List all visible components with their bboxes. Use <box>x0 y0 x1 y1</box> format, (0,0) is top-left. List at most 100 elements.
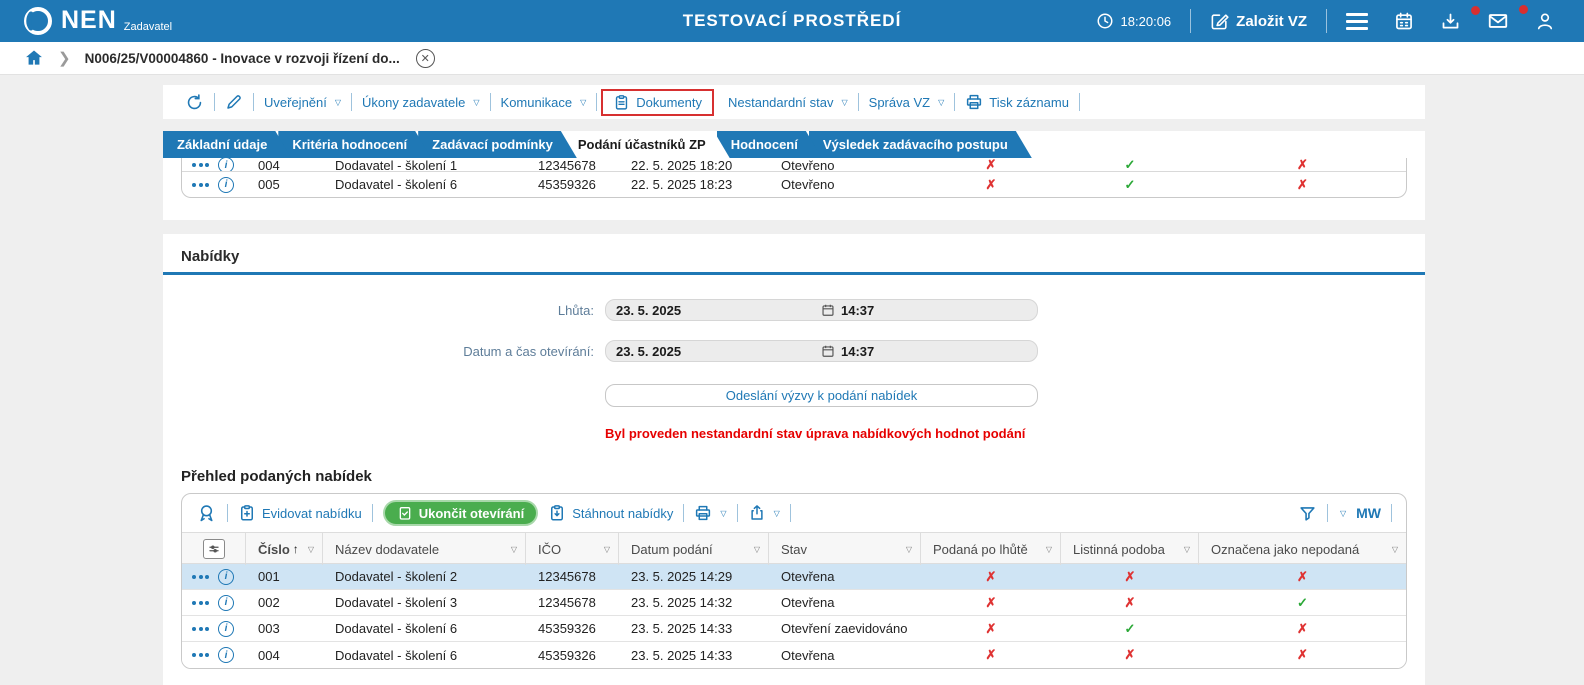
cell-ico: 45359326 <box>538 621 596 636</box>
cell-podana-po-lhute: ✗ <box>985 594 997 610</box>
info-icon[interactable]: i <box>218 620 234 637</box>
tab-vysledek[interactable]: Výsledek zadávacího postupu <box>809 131 1032 158</box>
cell-ico: 45359326 <box>538 647 596 663</box>
filter-caret-icon[interactable]: ▽ <box>1183 544 1190 554</box>
header-nazev-dodavatele[interactable]: Název dodavatele ▽ <box>323 533 526 565</box>
row-actions-icon[interactable] <box>192 182 209 187</box>
column-settings-cell[interactable] <box>182 533 246 565</box>
header-stav[interactable]: Stav ▽ <box>769 533 921 565</box>
export-table-button[interactable]: ▽ <box>748 504 780 522</box>
info-icon[interactable]: i <box>218 176 234 193</box>
row-actions-icon[interactable] <box>192 574 209 579</box>
row-actions-icon[interactable] <box>192 653 209 657</box>
filter-caret-icon[interactable]: ▽ <box>1391 544 1398 554</box>
filter-caret-icon[interactable]: ▽ <box>603 544 610 554</box>
tab-kriteria-hodnoceni[interactable]: Kritéria hodnocení <box>278 131 431 158</box>
header-datum-podani[interactable]: Datum podání ▽ <box>619 533 769 565</box>
table-row[interactable]: i 002 Dodavatel - školení 3 12345678 23.… <box>182 590 1406 616</box>
cell-podana-po-lhute: ✗ <box>985 620 997 636</box>
lhuta-time-value: 14:37 <box>841 302 875 318</box>
clipboard-check-icon <box>399 507 411 520</box>
ukoncit-otevirani-button[interactable]: Ukončit otevírání <box>382 500 539 526</box>
menu-ukony-zadavatele[interactable]: Úkony zadavatele ▽ <box>352 95 490 110</box>
table-header-row: Číslo ↑ ▽ Název dodavatele ▽ IČO ▽ Datum po… <box>182 532 1406 565</box>
messages-button[interactable] <box>1474 5 1528 32</box>
filter-caret-icon[interactable]: ▽ <box>1045 544 1052 554</box>
calendar-button[interactable] <box>1381 11 1427 31</box>
divider <box>1326 504 1328 522</box>
section-underline <box>163 272 1425 275</box>
refresh-history-button[interactable] <box>175 93 214 112</box>
header-listinna-podoba[interactable]: Listinná podoba ▽ <box>1061 533 1199 565</box>
breadcrumb: ❯ N006/25/V00004860 - Inovace v rozvoji … <box>0 42 1584 75</box>
divider <box>683 504 685 522</box>
print-record-label: Tisk záznamu <box>989 94 1069 110</box>
evidovat-nabidku-button[interactable]: Evidovat nabídku <box>238 504 362 522</box>
menu-sprava-vz[interactable]: Správa VZ ▽ <box>859 95 955 110</box>
cell-oznacena-nepodana: ✗ <box>1297 620 1308 636</box>
nen-logo[interactable]: NEN Zadavatel <box>22 5 172 37</box>
cell-stav: Otevřena <box>781 647 835 663</box>
breadcrumb-record-title[interactable]: N006/25/V00004860 - Inovace v rozvoji ří… <box>84 50 400 66</box>
info-icon[interactable]: i <box>218 568 234 585</box>
main-menu-button[interactable] <box>1333 12 1381 30</box>
row-actions-icon[interactable] <box>192 600 209 605</box>
table-row[interactable]: i 001 Dodavatel - školení 2 12345678 23.… <box>182 564 1406 590</box>
table-row[interactable]: i 005 Dodavatel - školení 6 45359326 22.… <box>182 171 1406 197</box>
table-row[interactable]: i 003 Dodavatel - školení 6 45359326 23.… <box>182 616 1406 642</box>
menu-uverejneni[interactable]: Uveřejnění ▽ <box>254 95 351 110</box>
tab-hodnoceni[interactable]: Hodnocení <box>717 131 822 158</box>
person-icon <box>1535 11 1555 31</box>
print-table-button[interactable]: ▽ <box>694 504 727 522</box>
table-row-partial[interactable]: i 004 Dodavatel - školení 1 12345678 22.… <box>182 158 1406 171</box>
tab-podani-ucastniku-zp[interactable]: Podání účastníků ZP <box>564 131 730 158</box>
menu-dokumenty-highlighted[interactable]: Dokumenty <box>601 88 714 116</box>
header-podana-po-lhute[interactable]: Podaná po lhůtě ▽ <box>921 533 1061 565</box>
info-icon[interactable]: i <box>218 647 234 663</box>
edit-record-button[interactable] <box>215 93 253 111</box>
row-actions-icon[interactable] <box>192 626 209 631</box>
print-record-button[interactable]: Tisk záznamu <box>955 93 1079 111</box>
mw-toggle[interactable]: MW <box>1356 505 1381 521</box>
stahnout-nabidky-button[interactable]: Stáhnout nabídky <box>548 504 673 522</box>
filter-caret-icon[interactable]: ▽ <box>307 544 314 554</box>
header-ico[interactable]: IČO ▽ <box>526 533 619 565</box>
lhuta-datetime-field[interactable]: 23. 5. 2025 14:37 <box>605 299 1038 321</box>
create-vz-button[interactable]: Založit VZ <box>1197 12 1320 31</box>
header-oznacena-nepodana[interactable]: Označena jako nepodaná ▽ <box>1211 541 1398 557</box>
info-icon[interactable]: i <box>218 158 234 171</box>
cell-cislo: 001 <box>258 569 280 584</box>
filter-caret-icon[interactable]: ▽ <box>905 544 912 554</box>
calendar-small-icon <box>822 345 834 357</box>
menu-komunikace[interactable]: Komunikace ▽ <box>491 95 597 110</box>
tab-zakladni-udaje[interactable]: Základní údaje <box>163 131 291 158</box>
header-cislo[interactable]: Číslo ↑ ▽ <box>246 533 323 565</box>
cell-cislo: 002 <box>258 595 280 610</box>
send-invitation-button[interactable]: Odeslání výzvy k podání nabídek <box>605 384 1038 407</box>
filter-caret-icon[interactable]: ▽ <box>753 544 760 554</box>
row-actions-icon[interactable] <box>192 163 209 167</box>
menu-nestandardni-label: Nestandardní stav <box>727 94 834 110</box>
tab-zadavaci-podminky[interactable]: Zadávací podmínky <box>418 131 577 158</box>
close-record-icon[interactable]: ✕ <box>415 48 435 68</box>
column-settings-icon[interactable] <box>202 539 225 559</box>
cell-nazev: Dodavatel - školení 6 <box>335 177 458 192</box>
table-row[interactable]: i 004 Dodavatel - školení 6 45359326 23.… <box>182 642 1406 668</box>
award-ribbon-icon[interactable] <box>196 503 217 524</box>
filter-icon[interactable] <box>1298 504 1317 523</box>
printer-icon <box>696 505 711 521</box>
oteviran-datetime-field[interactable]: 23. 5. 2025 14:37 <box>605 340 1038 362</box>
divider <box>253 93 254 111</box>
chevron-down-icon[interactable]: ▽ <box>1339 508 1347 518</box>
menu-nestandardni-stav[interactable]: Nestandardní stav ▽ <box>718 95 858 110</box>
messages-notification-badge <box>1519 5 1528 14</box>
cell-podana-po-lhute: ✗ <box>985 176 997 192</box>
divider <box>1190 9 1192 33</box>
menu-komunikace-label: Komunikace <box>500 94 573 110</box>
downloads-button[interactable] <box>1427 5 1480 32</box>
home-icon[interactable] <box>24 48 44 68</box>
user-profile-button[interactable] <box>1522 11 1568 31</box>
info-icon[interactable]: i <box>218 594 234 611</box>
filter-caret-icon[interactable]: ▽ <box>510 544 517 554</box>
cell-stav: Otevřena <box>781 569 835 584</box>
